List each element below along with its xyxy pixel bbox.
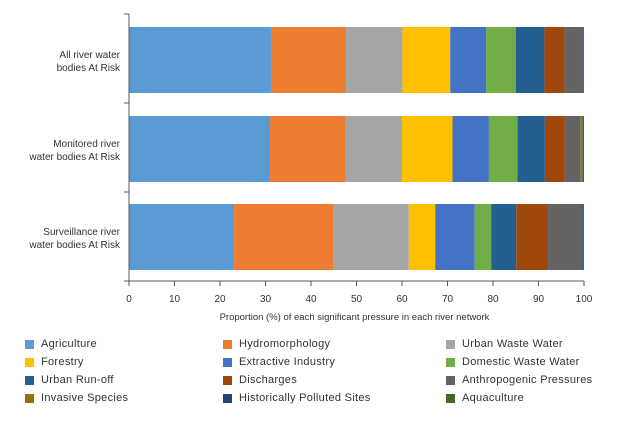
legend-swatch	[25, 357, 34, 367]
bar-segment-aquaculture-1	[583, 27, 584, 93]
legend-item: Domestic Waste Water	[446, 354, 626, 370]
bar-segment-invasive-species-2	[580, 116, 583, 182]
x-axis-title: Proportion (%) of each significant press…	[220, 312, 490, 323]
bar-segment-domestic-waste-water-1	[486, 27, 516, 93]
x-tick-label: 50	[351, 294, 363, 305]
legend-swatch	[25, 393, 34, 403]
legend-label: Hydromorphology	[239, 338, 331, 350]
legend-swatch	[223, 357, 232, 367]
legend-item: Urban Run-off	[25, 372, 223, 388]
bar-segment-hydromorphology-3	[234, 204, 334, 270]
x-tick-label: 20	[214, 294, 226, 305]
legend-label: Aquaculture	[462, 392, 525, 404]
bar-segment-extractive-industry-3	[435, 204, 475, 270]
bar-segment-forestry-1	[402, 27, 451, 93]
bar-segment-forestry-3	[408, 204, 436, 270]
bar-segment-anthropogenic-pressures-3	[548, 204, 583, 270]
bar-segment-agriculture-2	[129, 116, 271, 182]
legend-item: Urban Waste Water	[446, 336, 626, 352]
bar-segment-agriculture-3	[129, 204, 235, 270]
bar-segment-urban-run-off-3	[491, 204, 517, 270]
legend-item: Aquaculture	[446, 390, 626, 406]
legend-label: Extractive Industry	[239, 356, 336, 368]
bar-segment-extractive-industry-2	[452, 116, 489, 182]
legend-item: Extractive Industry	[223, 354, 446, 370]
bar-segment-hydromorphology-2	[270, 116, 346, 182]
legend-swatch	[223, 375, 232, 385]
legend-swatch	[25, 339, 34, 349]
bar-segment-urban-run-off-2	[517, 116, 545, 182]
legend-item: Historically Polluted Sites	[223, 390, 446, 406]
legend-item: Invasive Species	[25, 390, 223, 406]
legend-label: Forestry	[41, 356, 84, 368]
bar-segment-historically-polluted-sites-3	[582, 204, 584, 270]
bar-segment-anthropogenic-pressures-1	[564, 27, 583, 93]
category-label: Surveillance river water bodies At Risk	[28, 227, 121, 251]
x-tick-label: 40	[305, 294, 317, 305]
bar-segment-aquaculture-2	[582, 116, 584, 182]
bar-segment-domestic-waste-water-3	[474, 204, 492, 270]
category-label: Monitored river water bodies At Risk	[28, 139, 121, 163]
legend-item: Forestry	[25, 354, 223, 370]
bar-segment-discharges-3	[516, 204, 549, 270]
bar-segment-extractive-industry-1	[450, 27, 487, 93]
bar-segment-urban-waste-water-1	[346, 27, 403, 93]
bar-segment-domestic-waste-water-2	[488, 116, 518, 182]
legend-label: Urban Run-off	[41, 374, 114, 386]
x-tick-label: 0	[126, 294, 132, 305]
legend-item: Agriculture	[25, 336, 223, 352]
legend-swatch	[446, 357, 455, 367]
legend-label: Historically Polluted Sites	[239, 392, 371, 404]
legend-label: Domestic Waste Water	[462, 356, 580, 368]
legend-item: Hydromorphology	[223, 336, 446, 352]
bar-segment-discharges-2	[544, 116, 565, 182]
bar-segment-urban-run-off-1	[515, 27, 545, 93]
category-label: All river water bodies At Risk	[57, 50, 121, 74]
bar-segment-aquaculture-3	[583, 204, 584, 270]
legend-swatch	[223, 393, 232, 403]
x-tick-label: 90	[533, 294, 545, 305]
x-tick-label: 70	[442, 294, 454, 305]
legend-swatch	[446, 393, 455, 403]
bar-segment-urban-waste-water-2	[345, 116, 402, 182]
x-tick-label: 100	[576, 294, 593, 305]
legend-label: Agriculture	[41, 338, 97, 350]
x-tick-label: 60	[396, 294, 408, 305]
legend-swatch	[446, 375, 455, 385]
bar-segment-agriculture-1	[129, 27, 271, 93]
legend-label: Anthropogenic Pressures	[462, 374, 593, 386]
x-tick-label: 80	[487, 294, 499, 305]
bar-segment-hydromorphology-1	[270, 27, 347, 93]
bar-segment-urban-waste-water-3	[333, 204, 409, 270]
legend-swatch	[446, 339, 455, 349]
bar-segment-forestry-2	[402, 116, 453, 182]
bar-segment-anthropogenic-pressures-2	[564, 116, 581, 182]
legend-label: Invasive Species	[41, 392, 129, 404]
legend-item: Discharges	[223, 372, 446, 388]
legend-label: Urban Waste Water	[462, 338, 563, 350]
legend-swatch	[25, 375, 34, 385]
x-tick-label: 30	[260, 294, 272, 305]
legend-label: Discharges	[239, 374, 298, 386]
legend-swatch	[223, 339, 232, 349]
x-tick-label: 10	[169, 294, 181, 305]
chart-legend: Agriculture Hydromorphology Urban Waste Wa…	[25, 336, 625, 406]
legend-item: Anthropogenic Pressures	[446, 372, 626, 388]
bar-segment-discharges-1	[544, 27, 565, 93]
